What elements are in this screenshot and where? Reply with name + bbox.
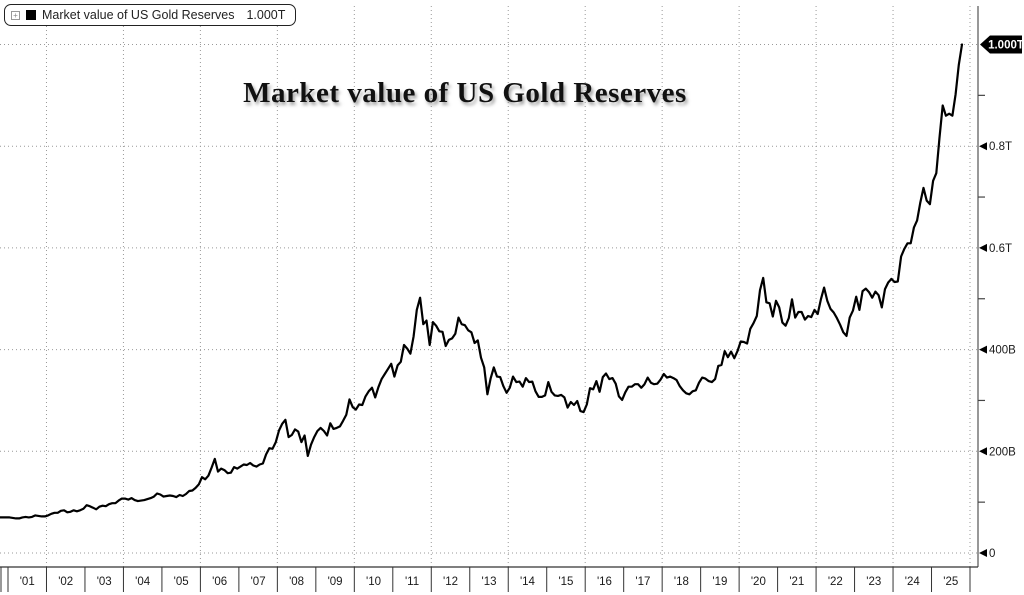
- legend[interactable]: + Market value of US Gold Reserves 1.000…: [4, 4, 297, 26]
- x-tick-label: '14: [520, 576, 536, 588]
- y-tick-arrow-icon: [979, 447, 987, 456]
- x-tick-label: '16: [597, 576, 612, 588]
- x-tick-label: '19: [712, 576, 727, 588]
- x-tick-label: '13: [482, 576, 497, 588]
- y-tick-arrow-icon: [979, 549, 987, 557]
- y-tick-arrow-icon: [979, 142, 987, 151]
- x-tick-label: '09: [328, 576, 343, 588]
- x-tick-label: '21: [789, 576, 804, 588]
- x-tick-label: '02: [58, 576, 73, 588]
- y-tick-arrow-icon: [979, 345, 987, 354]
- y-tick-arrow-icon: [979, 243, 987, 252]
- x-tick-label: '22: [828, 576, 843, 588]
- x-tick-label: '06: [212, 576, 227, 588]
- x-tick-label: '17: [635, 576, 650, 588]
- gold-reserves-line[interactable]: [0, 43, 964, 520]
- series-swatch-icon: [26, 10, 36, 20]
- x-tick-label: '10: [366, 576, 381, 588]
- x-tick-label: '07: [251, 576, 266, 588]
- y-tick-label: 0.8T: [989, 141, 1012, 153]
- last-value-badge-label: 1.000T: [988, 40, 1024, 52]
- last-value-badge: [980, 35, 1022, 54]
- x-tick-label: '04: [135, 576, 151, 588]
- x-tick-label: '05: [174, 576, 189, 588]
- x-tick-label: '20: [751, 576, 766, 588]
- x-tick-label: '03: [97, 576, 112, 588]
- y-tick-label: 400B: [989, 345, 1016, 357]
- chart-title: Market value of US Gold Reserves: [243, 77, 687, 109]
- x-tick-label: '25: [943, 576, 958, 588]
- x-tick-label: '18: [674, 576, 689, 588]
- x-tick-label: '15: [558, 576, 573, 588]
- x-tick-label: '08: [289, 576, 304, 588]
- x-tick-label: '24: [905, 576, 921, 588]
- x-tick-label: '12: [443, 576, 458, 588]
- x-tick-label: '23: [866, 576, 881, 588]
- y-tick-label: 0: [989, 548, 995, 560]
- legend-label: Market value of US Gold Reserves: [42, 8, 235, 22]
- legend-value: 1.000T: [246, 8, 286, 22]
- y-tick-label: 0.6T: [989, 243, 1012, 255]
- x-tick-label: '11: [405, 576, 419, 588]
- y-tick-label: 200B: [989, 446, 1016, 458]
- expand-icon[interactable]: +: [11, 10, 20, 20]
- x-tick-label: '01: [20, 576, 35, 588]
